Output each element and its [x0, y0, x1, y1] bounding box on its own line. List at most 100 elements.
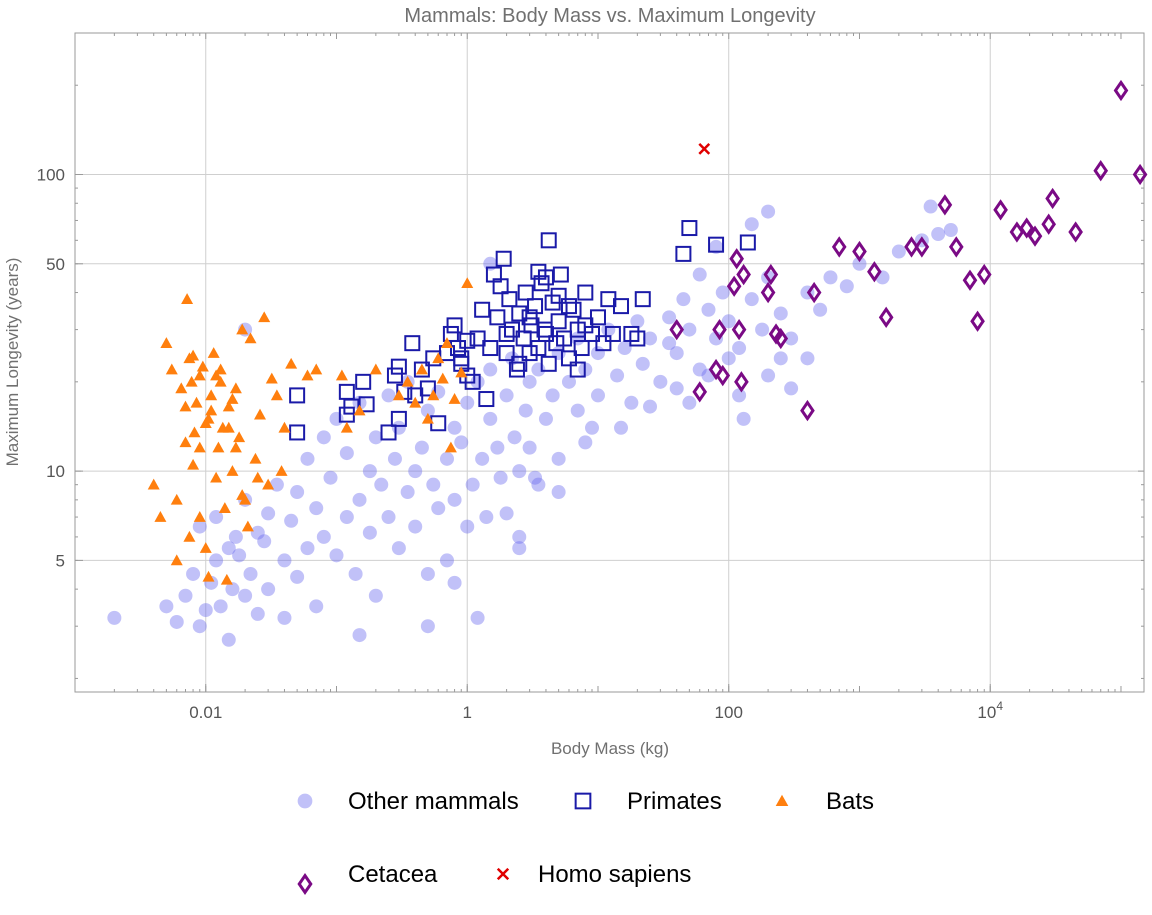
- data-point: [1041, 213, 1057, 235]
- data-point: [270, 389, 283, 401]
- data-point: [512, 464, 527, 479]
- data-point: [444, 441, 457, 453]
- data-point: [522, 440, 537, 455]
- data-point: [459, 332, 476, 349]
- data-point: [339, 446, 354, 461]
- data-point: [533, 275, 550, 292]
- data-point: [577, 317, 594, 334]
- data-point: [380, 424, 397, 441]
- data-point: [540, 232, 557, 249]
- data-point: [339, 510, 354, 525]
- legend-item: Primates: [574, 788, 722, 815]
- data-point: [569, 361, 586, 378]
- data-point: [470, 610, 485, 625]
- data-point: [681, 220, 698, 237]
- data-point: [192, 519, 207, 534]
- data-point: [368, 430, 383, 445]
- y-tick-label: 5: [56, 551, 65, 570]
- data-point: [214, 363, 227, 375]
- x-tick-label: 0.01: [189, 703, 222, 722]
- data-point: [585, 420, 600, 435]
- data-point: [634, 291, 651, 308]
- data-point: [736, 263, 751, 286]
- data-point: [446, 317, 463, 334]
- data-point: [839, 279, 854, 294]
- data-point: [362, 464, 377, 479]
- data-point: [169, 614, 184, 629]
- data-point: [187, 458, 200, 470]
- data-point: [698, 143, 711, 155]
- data-point: [643, 399, 658, 414]
- data-point: [404, 335, 421, 352]
- data-point: [229, 441, 242, 453]
- x-tick-label-text: 1: [463, 703, 472, 722]
- data-point: [904, 236, 919, 258]
- series-other-mammals: [107, 199, 958, 647]
- data-point: [244, 332, 257, 344]
- data-point: [617, 341, 632, 356]
- data-point: [421, 412, 434, 424]
- data-point: [390, 358, 407, 375]
- data-point: [212, 441, 225, 453]
- data-point: [381, 510, 396, 525]
- data-point: [210, 471, 223, 483]
- data-point: [729, 248, 744, 270]
- x-tick-label: 100: [715, 703, 743, 722]
- data-point: [390, 410, 407, 427]
- data-point: [178, 588, 193, 603]
- data-point: [530, 340, 547, 357]
- data-point: [386, 367, 403, 384]
- data-point: [761, 368, 776, 383]
- legend-marker: [297, 793, 313, 809]
- data-point: [744, 217, 759, 232]
- data-point: [335, 369, 348, 381]
- data-point: [107, 610, 122, 625]
- x-axis-label: Body Mass (kg): [551, 739, 669, 758]
- data-point: [731, 318, 747, 341]
- data-point: [190, 396, 203, 408]
- data-point: [179, 436, 192, 448]
- data-point: [329, 411, 344, 426]
- data-point: [552, 266, 569, 283]
- legend-item: Other mammals: [297, 788, 519, 815]
- data-point: [408, 464, 423, 479]
- data-point: [439, 451, 454, 466]
- data-point: [739, 234, 756, 251]
- data-point: [613, 298, 630, 315]
- data-point: [962, 269, 978, 291]
- data-point: [499, 388, 514, 403]
- data-point: [489, 309, 506, 326]
- data-point: [755, 322, 770, 337]
- data-point: [517, 284, 534, 301]
- data-point: [165, 363, 178, 375]
- data-point: [669, 318, 685, 341]
- data-point: [538, 411, 553, 426]
- data-point: [531, 362, 546, 377]
- data-point: [970, 310, 985, 332]
- data-point: [258, 311, 271, 323]
- data-point: [630, 314, 645, 329]
- data-point: [232, 548, 247, 563]
- data-point: [1045, 187, 1060, 210]
- data-point: [682, 395, 697, 410]
- data-point: [669, 381, 684, 396]
- data-point: [813, 302, 828, 317]
- data-point: [199, 542, 212, 553]
- data-point: [784, 331, 799, 346]
- data-point: [550, 287, 567, 304]
- legend-label: Bats: [826, 788, 874, 815]
- data-point: [290, 569, 305, 584]
- data-point: [478, 391, 495, 408]
- data-point: [250, 606, 265, 621]
- data-point: [181, 293, 194, 304]
- data-point: [290, 485, 305, 500]
- data-point: [976, 263, 992, 286]
- y-tick-label: 10: [46, 462, 65, 481]
- data-point: [179, 400, 192, 412]
- data-point: [205, 389, 218, 401]
- data-point: [495, 250, 512, 267]
- data-point: [550, 313, 567, 330]
- data-point: [381, 388, 396, 403]
- data-point: [222, 400, 235, 412]
- data-point: [511, 355, 528, 372]
